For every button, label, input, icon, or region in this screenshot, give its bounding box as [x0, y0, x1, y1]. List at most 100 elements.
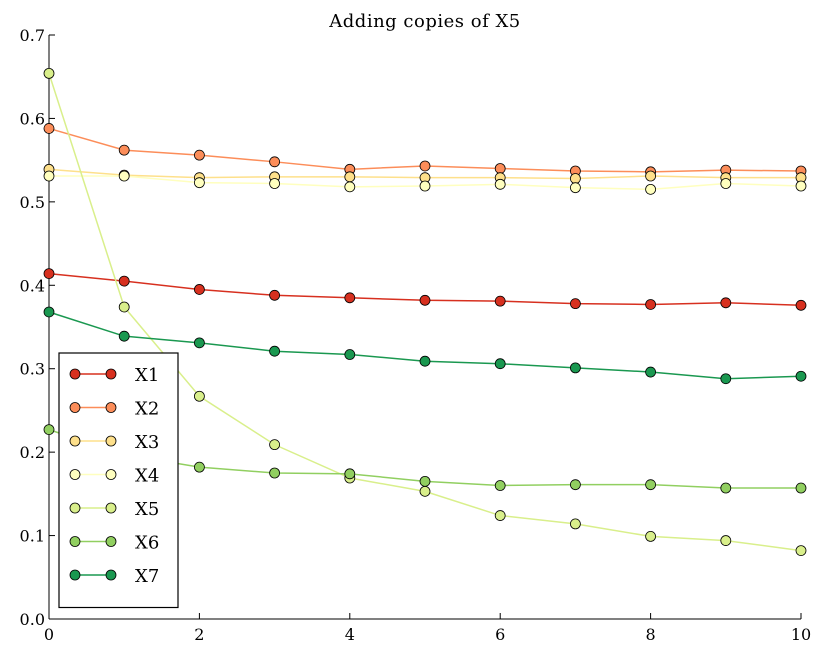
data-point: [645, 170, 656, 182]
data-point: [344, 181, 356, 193]
data-point: [419, 475, 431, 487]
x-tick-label: 10: [791, 625, 811, 644]
legend-marker: [105, 435, 117, 447]
y-tick-label: 0.7: [20, 26, 45, 45]
legend-label: X7: [135, 566, 159, 587]
data-point: [795, 545, 807, 556]
y-tick-label: 0.2: [20, 443, 45, 462]
data-point: [570, 362, 581, 374]
legend-label: X3: [135, 432, 159, 453]
legend-marker: [105, 569, 117, 581]
legend-marker: [69, 368, 81, 380]
data-point: [344, 171, 356, 183]
data-point: [269, 156, 281, 168]
legend-item-x4: X4: [69, 466, 159, 487]
data-point: [344, 468, 356, 480]
x-tick-label: 0: [44, 625, 54, 644]
legend-label: X2: [135, 399, 159, 420]
data-point: [494, 480, 506, 491]
series-x4: [43, 170, 807, 195]
data-point: [720, 535, 732, 546]
data-point: [795, 180, 807, 192]
data-point: [494, 178, 506, 190]
data-point: [419, 294, 431, 306]
data-point: [193, 390, 205, 402]
legend-item-x3: X3: [69, 432, 159, 453]
legend-marker: [69, 402, 81, 413]
legend-marker: [105, 368, 117, 380]
series-x7: [43, 306, 807, 385]
legend-item-x1: X1: [69, 365, 159, 386]
data-point: [419, 485, 431, 497]
data-point: [269, 345, 281, 357]
data-point: [118, 170, 130, 182]
legend-box: [58, 352, 179, 609]
x-tick-label: 6: [495, 625, 505, 644]
legend-marker: [105, 469, 117, 480]
data-point: [193, 461, 205, 473]
data-point: [795, 482, 807, 494]
data-point: [570, 173, 581, 184]
data-point: [494, 510, 506, 521]
data-point: [344, 292, 356, 304]
data-point: [43, 306, 55, 318]
legend-item-x7: X7: [69, 566, 159, 587]
data-point: [494, 163, 506, 174]
legend-marker: [105, 536, 117, 547]
legend-marker: [69, 502, 81, 514]
data-point: [118, 301, 130, 313]
axes: 0 2 4 6 8 10 0.0 0.1 0.2 0.3 0.4 0.5 0.6 0.7: [20, 26, 812, 644]
legend-marker: [105, 502, 117, 514]
data-point: [269, 439, 281, 451]
data-point: [419, 355, 431, 367]
y-tick-label: 0.1: [20, 527, 45, 546]
legend: X1 X2 X3 X4 X5 X6 X7: [58, 352, 179, 609]
data-point: [570, 182, 581, 194]
data-point: [645, 479, 656, 491]
data-point: [720, 178, 732, 189]
data-point: [494, 295, 506, 307]
legend-label: X1: [135, 365, 159, 386]
data-point: [193, 337, 205, 349]
data-point: [43, 268, 55, 280]
data-point: [43, 123, 55, 134]
data-point: [344, 349, 356, 360]
chart-title: Adding copies of X5: [328, 11, 520, 32]
data-point: [720, 297, 732, 309]
legend-marker: [105, 402, 117, 413]
data-point: [193, 177, 205, 189]
data-point: [43, 424, 55, 436]
data-point: [570, 518, 581, 530]
y-tick-label: 0.6: [20, 109, 45, 128]
series-x6: [43, 424, 807, 494]
legend-marker: [69, 536, 81, 547]
y-tick-label: 0.4: [20, 276, 45, 295]
data-point: [570, 479, 581, 491]
legend-item-x6: X6: [69, 533, 159, 554]
legend-label: X5: [135, 499, 159, 520]
data-point: [118, 330, 130, 342]
x-tick-label: 4: [345, 625, 355, 644]
data-point: [645, 299, 656, 310]
legend-marker: [69, 569, 81, 581]
data-point: [193, 284, 205, 295]
data-point: [193, 149, 205, 161]
y-tick-label: 0.0: [20, 610, 45, 629]
data-point: [645, 366, 656, 378]
y-tick-label: 0.3: [20, 360, 45, 379]
data-point: [269, 178, 281, 189]
y-tick-label: 0.5: [20, 193, 45, 212]
data-point: [494, 358, 506, 370]
data-point: [645, 531, 656, 542]
series-x1: [43, 268, 807, 311]
legend-item-x5: X5: [69, 499, 159, 520]
data-point: [118, 275, 130, 287]
legend-marker: [69, 435, 81, 447]
data-point: [795, 370, 807, 382]
legend-marker: [69, 469, 81, 480]
data-point: [118, 144, 130, 156]
x-tick-label: 8: [646, 625, 656, 644]
legend-label: X4: [135, 466, 159, 487]
data-point: [419, 160, 431, 172]
data-point: [43, 170, 55, 182]
